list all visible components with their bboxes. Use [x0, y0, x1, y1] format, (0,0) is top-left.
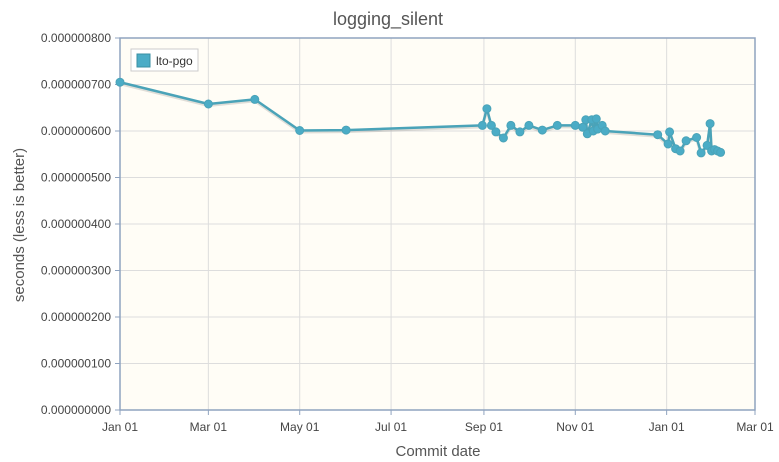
data-point	[681, 136, 691, 146]
data-point	[506, 120, 516, 130]
data-point	[675, 146, 685, 156]
data-point	[295, 126, 305, 135]
data-point	[537, 125, 547, 135]
y-tick-label: 0.000000400	[41, 217, 111, 231]
x-axis-title: Commit date	[395, 443, 480, 460]
data-point	[663, 139, 673, 149]
data-point	[591, 114, 601, 124]
data-point	[653, 130, 663, 140]
y-tick-label: 0.000000500	[41, 171, 111, 185]
data-point	[498, 133, 508, 143]
legend-label-lto-pgo: lto-pgo	[156, 54, 193, 68]
data-point	[341, 125, 351, 135]
y-axis-title: seconds (less is better)	[11, 148, 28, 302]
data-point	[600, 126, 610, 136]
data-point	[477, 120, 487, 130]
data-point	[203, 99, 213, 109]
data-point	[250, 94, 260, 104]
data-point	[705, 119, 715, 129]
data-point	[524, 120, 534, 130]
y-tick-label: 0.000000300	[41, 264, 111, 278]
x-tick-label: Mar 01	[190, 420, 228, 434]
data-point	[552, 120, 562, 130]
data-point	[716, 147, 726, 157]
data-point	[570, 120, 580, 130]
plot-area: 0.000000000 0.000000100 0.000000200 0.00000…	[41, 31, 774, 434]
y-tick-label: 0.000000200	[41, 310, 111, 324]
x-tick-label: Sep 01	[465, 420, 503, 434]
data-point	[486, 120, 496, 130]
legend-swatch	[136, 53, 151, 68]
data-point	[578, 122, 588, 132]
x-tick-label: Jan 01	[649, 420, 685, 434]
x-tick-label: Jul 01	[375, 420, 407, 434]
data-point	[665, 127, 675, 137]
data-point	[491, 127, 501, 137]
data-point	[482, 104, 492, 114]
x-tick-label: May 01	[280, 420, 320, 434]
legend: lto-pgo	[130, 48, 199, 72]
data-point	[515, 127, 525, 137]
x-tick-label: Jan 01	[102, 420, 138, 434]
y-tick-label: 0.000000600	[41, 124, 111, 138]
y-tick-label: 0.000000700	[41, 78, 111, 92]
x-tick-label: Nov 01	[556, 420, 594, 434]
y-tick-label: 0.000000800	[41, 31, 111, 45]
y-tick-label: 0.000000100	[41, 357, 111, 371]
chart-title: logging_silent	[333, 9, 443, 30]
x-tick-label: Mar 01	[736, 420, 774, 434]
plot-frame	[119, 37, 756, 411]
data-point	[696, 148, 706, 158]
data-point	[692, 133, 702, 142]
data-point	[115, 77, 125, 87]
y-tick-label: 0.000000000	[41, 403, 111, 417]
